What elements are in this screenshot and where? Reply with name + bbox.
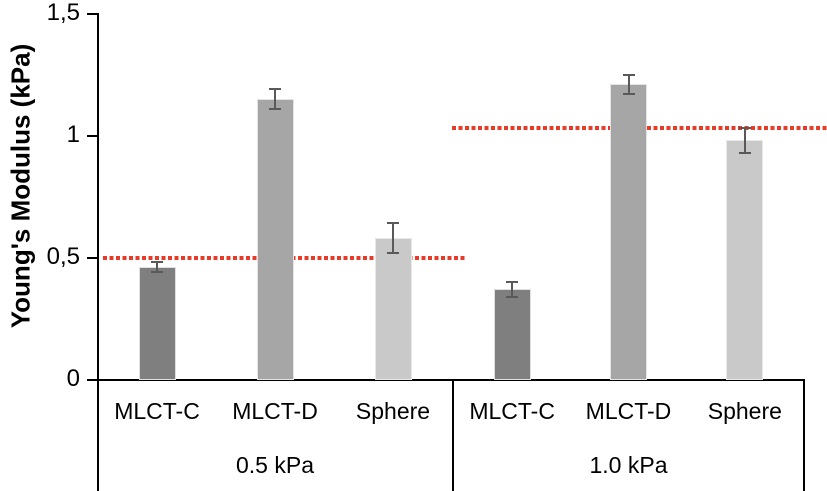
y-axis-line [97, 13, 99, 491]
x-category-label-mlct-c-1-0-kpa: MLCT-C [469, 398, 555, 424]
x-axis-line [97, 379, 805, 381]
error-bar-top-cap-mlct-c-0-5-kpa [151, 261, 163, 264]
error-bar-top-cap-mlct-d-0-5-kpa [269, 88, 281, 91]
error-bar-bottom-cap-mlct-c-0-5-kpa [151, 271, 163, 274]
error-bar-top-cap-sphere-0-5-kpa [387, 222, 399, 225]
error-bar-mlct-c-1-0-kpa [511, 281, 514, 297]
label-box-right-line [803, 379, 805, 491]
error-bar-top-cap-mlct-c-1-0-kpa [506, 280, 519, 283]
bar-sphere-1-0-kpa [726, 140, 764, 380]
error-bar-bottom-cap-sphere-1-0-kpa [738, 151, 751, 154]
y-axis-title: Young's Modulus (kPa) [5, 43, 36, 329]
error-bar-top-cap-sphere-1-0-kpa [738, 127, 751, 130]
error-bar-bottom-cap-mlct-d-0-5-kpa [269, 107, 281, 110]
bar-sphere-0-5-kpa [374, 237, 412, 380]
y-tick-label-0: 0 [66, 364, 80, 392]
error-bar-mlct-c-0-5-kpa [156, 262, 158, 273]
error-bar-mlct-d-0-5-kpa [274, 89, 276, 109]
bar-mlct-c-0-5-kpa [138, 267, 176, 380]
y-tick-1 [87, 134, 97, 137]
x-group-label-0-5-kpa: 0.5 kPa [236, 452, 314, 478]
bar-mlct-c-1-0-kpa [493, 289, 531, 380]
y-tick-label-0-5: 0,5 [46, 242, 80, 270]
group-divider-line [452, 379, 454, 491]
bar-mlct-d-0-5-kpa [256, 98, 294, 380]
x-category-label-mlct-d-1-0-kpa: MLCT-D [585, 398, 672, 424]
error-bar-bottom-cap-sphere-0-5-kpa [387, 251, 399, 254]
y-tick-label-1-5: 1,5 [46, 0, 80, 26]
y-tick-label-1: 1 [66, 120, 80, 148]
y-tick-0 [87, 378, 97, 381]
error-bar-sphere-0-5-kpa [392, 223, 394, 253]
bar-mlct-d-1-0-kpa [610, 84, 647, 380]
x-category-label-sphere-1-0-kpa: Sphere [707, 398, 782, 424]
y-tick-1-5 [87, 12, 97, 15]
error-bar-mlct-d-1-0-kpa [627, 74, 630, 95]
y-tick-0-5 [87, 256, 97, 259]
x-category-label-mlct-d-0-5-kpa: MLCT-D [232, 398, 318, 424]
x-category-label-sphere-0-5-kpa: Sphere [355, 398, 431, 424]
error-bar-sphere-1-0-kpa [743, 128, 746, 153]
x-group-label-1-0-kpa: 1.0 kPa [589, 452, 668, 478]
error-bar-bottom-cap-mlct-c-1-0-kpa [506, 295, 519, 298]
x-category-label-mlct-c-0-5-kpa: MLCT-C [114, 398, 200, 424]
error-bar-top-cap-mlct-d-1-0-kpa [622, 73, 635, 76]
error-bar-bottom-cap-mlct-d-1-0-kpa [622, 93, 635, 96]
